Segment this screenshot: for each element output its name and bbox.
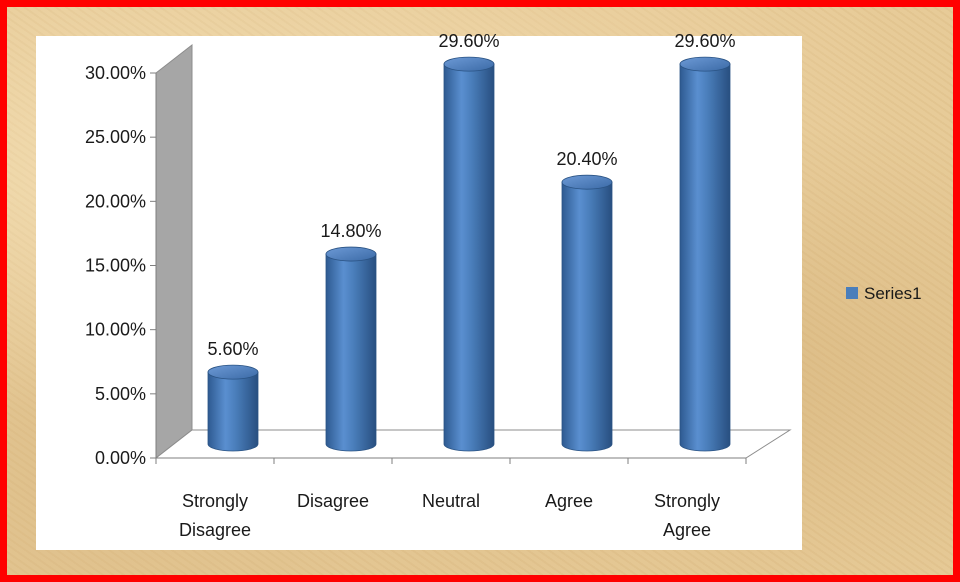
bar: [207, 371, 259, 452]
bar-top: [561, 174, 613, 190]
x-category-label: Strongly: [182, 491, 248, 511]
legend: Series1: [846, 284, 922, 303]
x-category-label: Disagree: [297, 491, 369, 511]
data-label: 5.60%: [207, 339, 258, 359]
back-wall: [155, 43, 193, 460]
y-tick-label: 30.00%: [85, 63, 146, 83]
x-category-label: Neutral: [422, 491, 480, 511]
y-tick-label: 5.00%: [95, 384, 146, 404]
x-category-label: Agree: [663, 520, 711, 540]
data-label: 20.40%: [556, 149, 617, 169]
bar-top: [679, 56, 731, 72]
bar: [679, 63, 731, 452]
bar: [443, 63, 495, 452]
x-category-label: Strongly: [654, 491, 720, 511]
bar: [325, 253, 377, 452]
legend-swatch: [846, 287, 858, 299]
plot-area: 0.00% 5.00% 10.00% 15.00% 20.00% 25.00% 30.00%…: [85, 31, 792, 540]
data-label: 29.60%: [674, 31, 735, 51]
bar-top: [207, 364, 259, 380]
x-category-label: Agree: [545, 491, 593, 511]
bar-top: [325, 246, 377, 262]
data-label: 29.60%: [438, 31, 499, 51]
bar-top: [443, 56, 495, 72]
legend-label-series1: Series1: [864, 284, 922, 303]
bar: [561, 181, 613, 452]
data-label: 14.80%: [320, 221, 381, 241]
y-tick-label: 10.00%: [85, 320, 146, 340]
y-tick-label: 20.00%: [85, 191, 146, 211]
y-tick-label: 0.00%: [95, 448, 146, 468]
x-category-label: Disagree: [179, 520, 251, 540]
y-tick-label: 25.00%: [85, 127, 146, 147]
y-tick-label: 15.00%: [85, 256, 146, 276]
